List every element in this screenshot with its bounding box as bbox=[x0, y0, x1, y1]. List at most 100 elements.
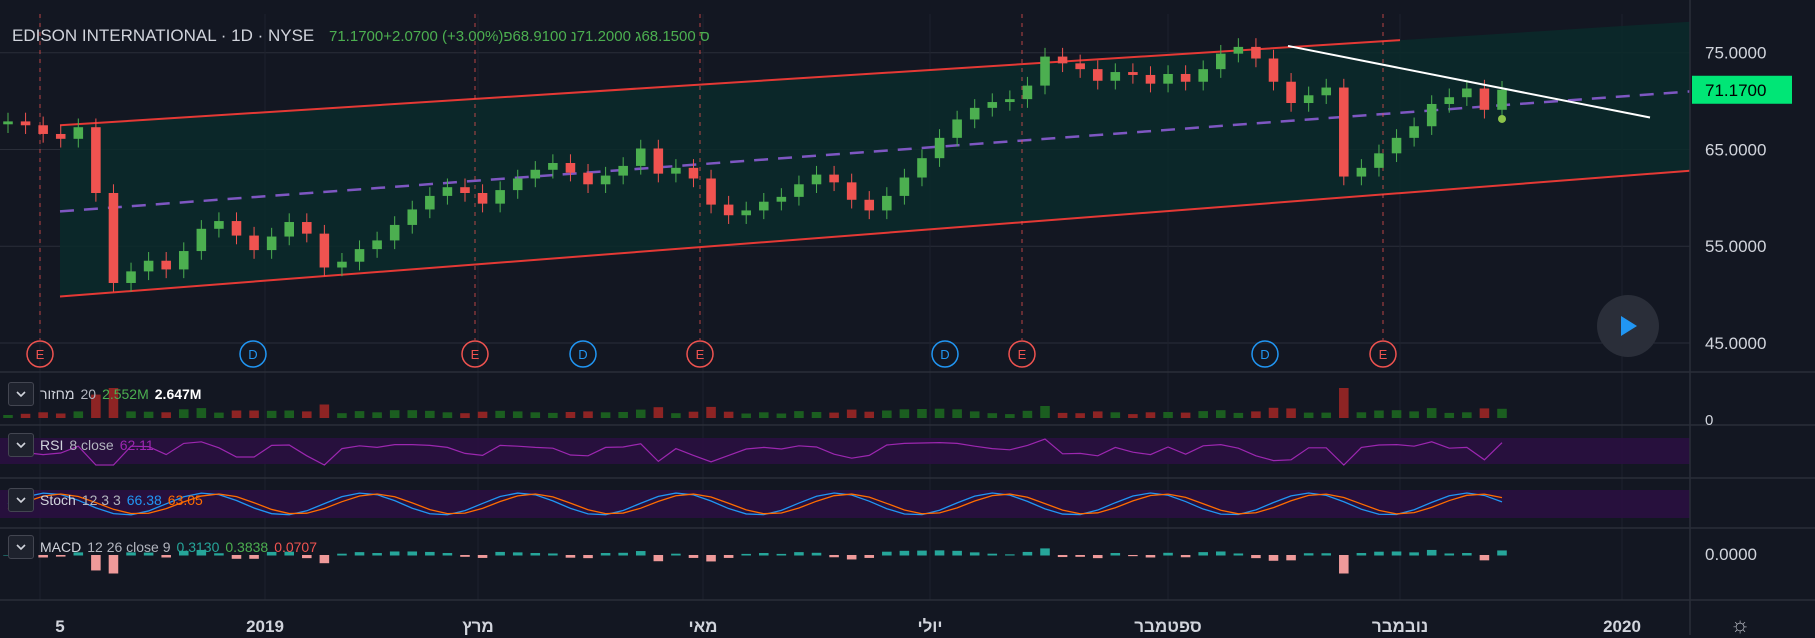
marker-circle bbox=[931, 340, 959, 368]
channel-upper-line bbox=[59, 39, 1401, 127]
earnings-marker[interactable]: E bbox=[1008, 340, 1036, 368]
candle-body bbox=[1303, 95, 1314, 104]
candle-body bbox=[284, 222, 295, 237]
volume-value-1: 2.552M bbox=[102, 386, 149, 402]
marker-label: E bbox=[696, 347, 705, 362]
macd-hist-bar bbox=[882, 551, 892, 556]
volume-bar bbox=[1110, 412, 1121, 418]
macd-hist-bar bbox=[1233, 553, 1244, 556]
collapse-rsi-button[interactable] bbox=[8, 433, 34, 457]
macd-hist-bar bbox=[846, 555, 857, 560]
marker-label: D bbox=[1260, 347, 1269, 362]
candle-body bbox=[91, 127, 101, 193]
candle-body bbox=[618, 165, 628, 176]
candle-body bbox=[548, 163, 558, 170]
volume-bar bbox=[108, 388, 119, 418]
candle-body bbox=[600, 175, 611, 185]
volume-bar bbox=[794, 411, 804, 418]
macd-hist-bar bbox=[987, 553, 998, 556]
marker-circle bbox=[1008, 340, 1036, 368]
rsi-band bbox=[0, 438, 1690, 464]
volume-bar bbox=[354, 411, 365, 418]
dividend-marker[interactable]: D bbox=[569, 340, 597, 368]
candle-body bbox=[1462, 88, 1472, 98]
volume-bar bbox=[425, 410, 435, 418]
macd-hist-bar bbox=[249, 555, 259, 559]
volume-bar bbox=[196, 408, 207, 418]
price-tick-label: 65.0000 bbox=[1705, 140, 1766, 159]
stoch-d-line bbox=[7, 493, 1503, 515]
macd-hist-bar bbox=[161, 555, 171, 558]
volume-bar bbox=[20, 413, 31, 418]
earnings-marker[interactable]: E bbox=[1369, 340, 1397, 368]
earnings-marker[interactable]: E bbox=[686, 340, 714, 368]
macd-hist-bar bbox=[917, 550, 927, 556]
volume-bar bbox=[1339, 388, 1349, 418]
marker-label: E bbox=[471, 347, 480, 362]
collapse-volume-button[interactable] bbox=[8, 382, 34, 406]
settings-gear-icon[interactable]: ☼ bbox=[1730, 612, 1751, 637]
earnings-marker[interactable]: E bbox=[461, 340, 489, 368]
macd-hist-bar bbox=[1409, 552, 1419, 556]
volume-bar bbox=[1145, 412, 1156, 418]
macd-hist-bar bbox=[934, 550, 945, 556]
volume-bar bbox=[882, 410, 892, 418]
collapse-stoch-button[interactable] bbox=[8, 488, 34, 512]
volume-bar bbox=[3, 415, 13, 418]
macd-hist-bar bbox=[512, 552, 523, 556]
volume-bar bbox=[548, 412, 558, 418]
candle-body bbox=[337, 261, 347, 268]
macd-hist-bar bbox=[1092, 555, 1103, 559]
dividend-marker[interactable]: D bbox=[931, 340, 959, 368]
macd-hist-bar bbox=[1426, 549, 1437, 556]
replay-play-button[interactable] bbox=[1597, 295, 1659, 357]
price-tick-label: 55.0000 bbox=[1705, 237, 1766, 256]
macd-signal-value: 0.3838 bbox=[225, 539, 269, 555]
macd-hist-bar bbox=[319, 555, 330, 564]
volume-bar bbox=[231, 410, 242, 418]
earnings-marker[interactable]: E bbox=[26, 340, 54, 368]
candle-body bbox=[302, 222, 312, 234]
candle-body bbox=[460, 187, 470, 193]
volume-bar bbox=[600, 412, 611, 418]
macd-hist-bar bbox=[1005, 554, 1015, 556]
candle-body bbox=[899, 177, 910, 196]
candle-body bbox=[776, 196, 787, 202]
candle-body bbox=[583, 172, 593, 185]
dividend-marker[interactable]: D bbox=[1251, 340, 1279, 368]
macd-hist-bar bbox=[1251, 555, 1261, 559]
volume-bar bbox=[583, 411, 593, 418]
volume-bar bbox=[1233, 412, 1244, 418]
macd-hist-bar bbox=[1479, 555, 1490, 561]
candle-body bbox=[442, 187, 453, 196]
macd-hist-bar bbox=[952, 550, 962, 556]
volume-bar bbox=[776, 413, 787, 418]
candle-body bbox=[882, 195, 892, 211]
volume-bar bbox=[1215, 410, 1226, 418]
volume-bar bbox=[1022, 410, 1033, 418]
marker-label: D bbox=[578, 347, 587, 362]
candle-body bbox=[864, 199, 875, 211]
candle-body bbox=[1057, 56, 1068, 64]
candle-body bbox=[143, 260, 154, 272]
candle-body bbox=[671, 167, 681, 174]
dividend-marker[interactable]: D bbox=[239, 340, 267, 368]
macd-hist-bar bbox=[442, 553, 453, 556]
candle-body bbox=[723, 204, 734, 216]
candle-body bbox=[231, 221, 242, 236]
collapse-macd-button[interactable] bbox=[8, 535, 34, 559]
candle-body bbox=[266, 236, 277, 251]
macd-hist-bar bbox=[530, 553, 541, 556]
macd-hist-bar bbox=[1374, 551, 1384, 556]
volume-bar bbox=[495, 410, 505, 418]
candle-body bbox=[319, 233, 330, 268]
volume-bar bbox=[811, 412, 822, 418]
candle-body bbox=[161, 260, 171, 270]
stoch-k-value: 66.38 bbox=[126, 492, 162, 508]
volume-bar bbox=[161, 412, 171, 418]
macd-hist-bar bbox=[1128, 555, 1138, 557]
candle-body bbox=[1251, 46, 1261, 59]
macd-hist-bar bbox=[407, 551, 418, 556]
candle-body bbox=[1145, 74, 1156, 84]
